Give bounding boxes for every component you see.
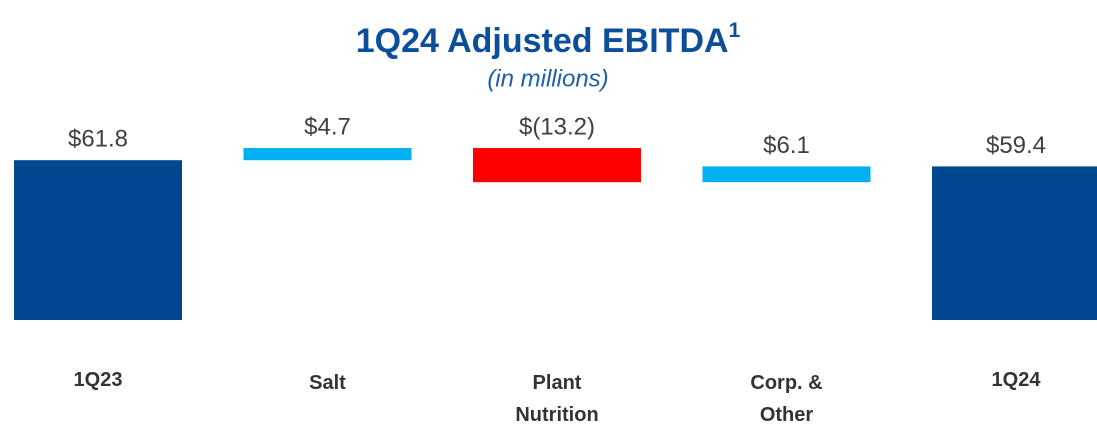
x-tick-label: Corp. & Other (750, 372, 823, 426)
x-tick-label: 1Q23 (73, 369, 123, 391)
bar (702, 166, 871, 183)
x-tick-label: Salt (309, 372, 346, 394)
x-tick-label: 1Q24 (991, 369, 1041, 391)
value-label: $6.1 (763, 132, 810, 159)
value-label: $4.7 (304, 113, 351, 140)
bar (14, 160, 182, 320)
value-label: $59.4 (986, 132, 1046, 159)
chart-title: 1Q24 Adjusted EBITDA (356, 22, 729, 60)
bar (473, 148, 641, 183)
value-label: $61.8 (68, 126, 128, 153)
chart-subtitle: (in millions) (487, 65, 608, 92)
chart-title-group: 1Q24 Adjusted EBITDA1 (356, 19, 741, 60)
bar (932, 166, 1097, 320)
title-footnote: 1 (729, 19, 741, 42)
x-tick-label: Plant Nutrition (515, 372, 599, 426)
bar (243, 148, 412, 161)
value-label: $(13.2) (519, 113, 595, 140)
